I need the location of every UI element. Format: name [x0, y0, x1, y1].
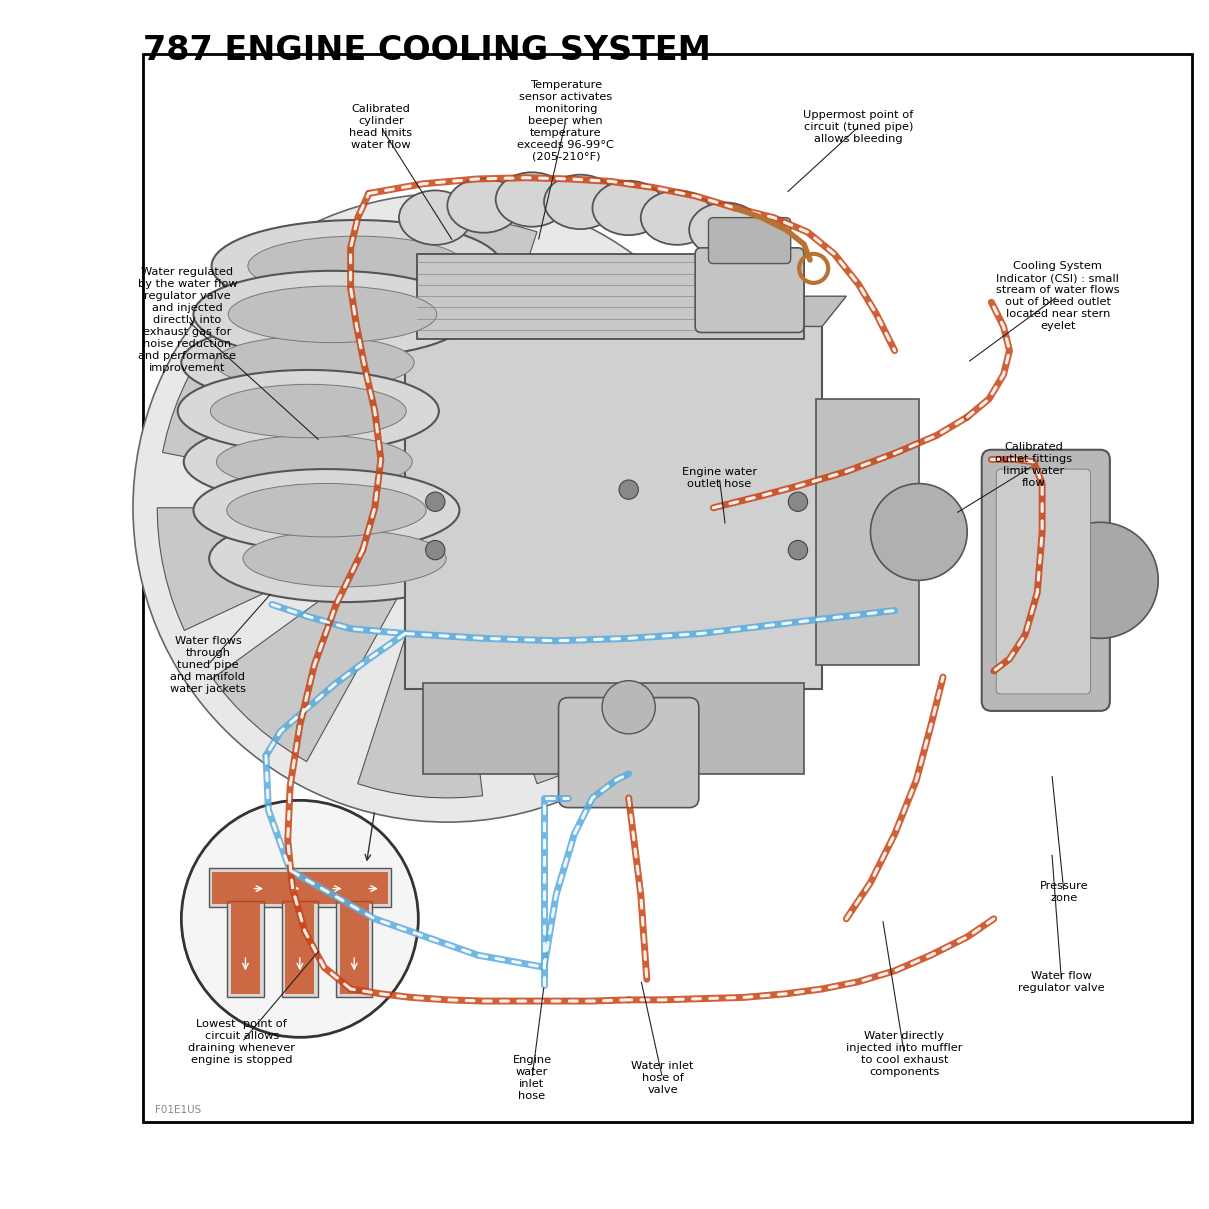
Circle shape [870, 484, 967, 580]
Polygon shape [417, 254, 804, 339]
Ellipse shape [248, 236, 465, 296]
Ellipse shape [216, 435, 412, 488]
Bar [340, 904, 369, 994]
Ellipse shape [227, 484, 427, 537]
Bar [285, 904, 314, 994]
Text: F01E1US: F01E1US [155, 1105, 201, 1115]
Ellipse shape [178, 370, 439, 452]
Ellipse shape [496, 173, 568, 227]
Ellipse shape [229, 287, 436, 342]
Ellipse shape [544, 174, 617, 230]
Text: Uppermost point of
circuit (tuned pipe)
allows bleeding: Uppermost point of circuit (tuned pipe) … [803, 110, 914, 144]
Circle shape [1042, 522, 1158, 638]
Ellipse shape [641, 190, 713, 244]
FancyBboxPatch shape [559, 698, 699, 808]
Polygon shape [816, 399, 919, 665]
Text: Engine
water
inlet
hose: Engine water inlet hose [513, 1055, 551, 1101]
FancyBboxPatch shape [996, 469, 1091, 694]
Circle shape [133, 193, 762, 822]
Polygon shape [162, 337, 388, 494]
Polygon shape [412, 218, 537, 439]
Text: 787 ENGINE COOLING SYSTEM: 787 ENGINE COOLING SYSTEM [143, 34, 711, 66]
Polygon shape [482, 254, 682, 465]
Polygon shape [507, 521, 733, 678]
Ellipse shape [212, 220, 502, 312]
Ellipse shape [447, 179, 520, 233]
Text: Water flow
regulator valve: Water flow regulator valve [1018, 971, 1105, 993]
Polygon shape [358, 577, 482, 798]
Text: Water flows
through
tuned pipe
and manifold
water jackets: Water flows through tuned pipe and manif… [170, 636, 245, 694]
Bar [336, 901, 372, 997]
Ellipse shape [193, 469, 459, 551]
Text: Pressure
zone: Pressure zone [1040, 881, 1088, 903]
Ellipse shape [181, 322, 447, 404]
Ellipse shape [689, 202, 762, 256]
Polygon shape [423, 683, 804, 774]
Text: Temperature
sensor activates
monitoring
beeper when
temperature
exceeds 96-99°C
: Temperature sensor activates monitoring … [517, 80, 614, 162]
Polygon shape [513, 386, 737, 508]
Bar [227, 901, 264, 997]
Polygon shape [157, 508, 382, 630]
Ellipse shape [592, 180, 665, 236]
Circle shape [381, 441, 514, 574]
Circle shape [788, 540, 808, 560]
Text: Cooling System
Indicator (CSI) : small
stream of water flows
out of bleed outlet: Cooling System Indicator (CSI) : small s… [996, 261, 1120, 331]
Polygon shape [213, 550, 412, 762]
Ellipse shape [399, 190, 472, 244]
Ellipse shape [184, 421, 445, 503]
Bar [143, 54, 1192, 1122]
Text: Water directly
injected into muffler
to cool exhaust
components: Water directly injected into muffler to … [846, 1031, 962, 1077]
Polygon shape [405, 326, 822, 689]
Ellipse shape [193, 271, 472, 358]
Ellipse shape [209, 515, 480, 602]
Text: Water regulated
by the water flow
regulator valve
and injected
directly into
exh: Water regulated by the water flow regula… [138, 267, 237, 374]
Bar [231, 904, 260, 994]
Text: Water inlet
hose of
valve: Water inlet hose of valve [631, 1062, 694, 1095]
FancyBboxPatch shape [982, 450, 1110, 711]
Text: Calibrated
cylinder
head limits
water flow: Calibrated cylinder head limits water fl… [349, 104, 412, 150]
Circle shape [788, 492, 808, 511]
Polygon shape [405, 296, 846, 326]
Circle shape [602, 681, 655, 734]
Ellipse shape [210, 384, 406, 438]
FancyBboxPatch shape [708, 218, 791, 264]
Bar [212, 872, 388, 904]
Text: Calibrated
outlet fittings
limit water
flow: Calibrated outlet fittings limit water f… [995, 442, 1072, 488]
Circle shape [619, 480, 638, 499]
Text: Lowest  point of
circuit allows
draining whenever
engine is stopped: Lowest point of circuit allows draining … [189, 1019, 295, 1065]
Text: Engine water
outlet hose: Engine water outlet hose [682, 467, 757, 488]
Polygon shape [470, 561, 646, 783]
Bar [282, 901, 318, 997]
Bar [209, 868, 391, 907]
Polygon shape [249, 232, 424, 455]
Circle shape [181, 800, 418, 1037]
Circle shape [426, 540, 445, 560]
Circle shape [426, 492, 445, 511]
Ellipse shape [243, 531, 446, 586]
Ellipse shape [215, 336, 413, 389]
FancyBboxPatch shape [695, 248, 804, 332]
